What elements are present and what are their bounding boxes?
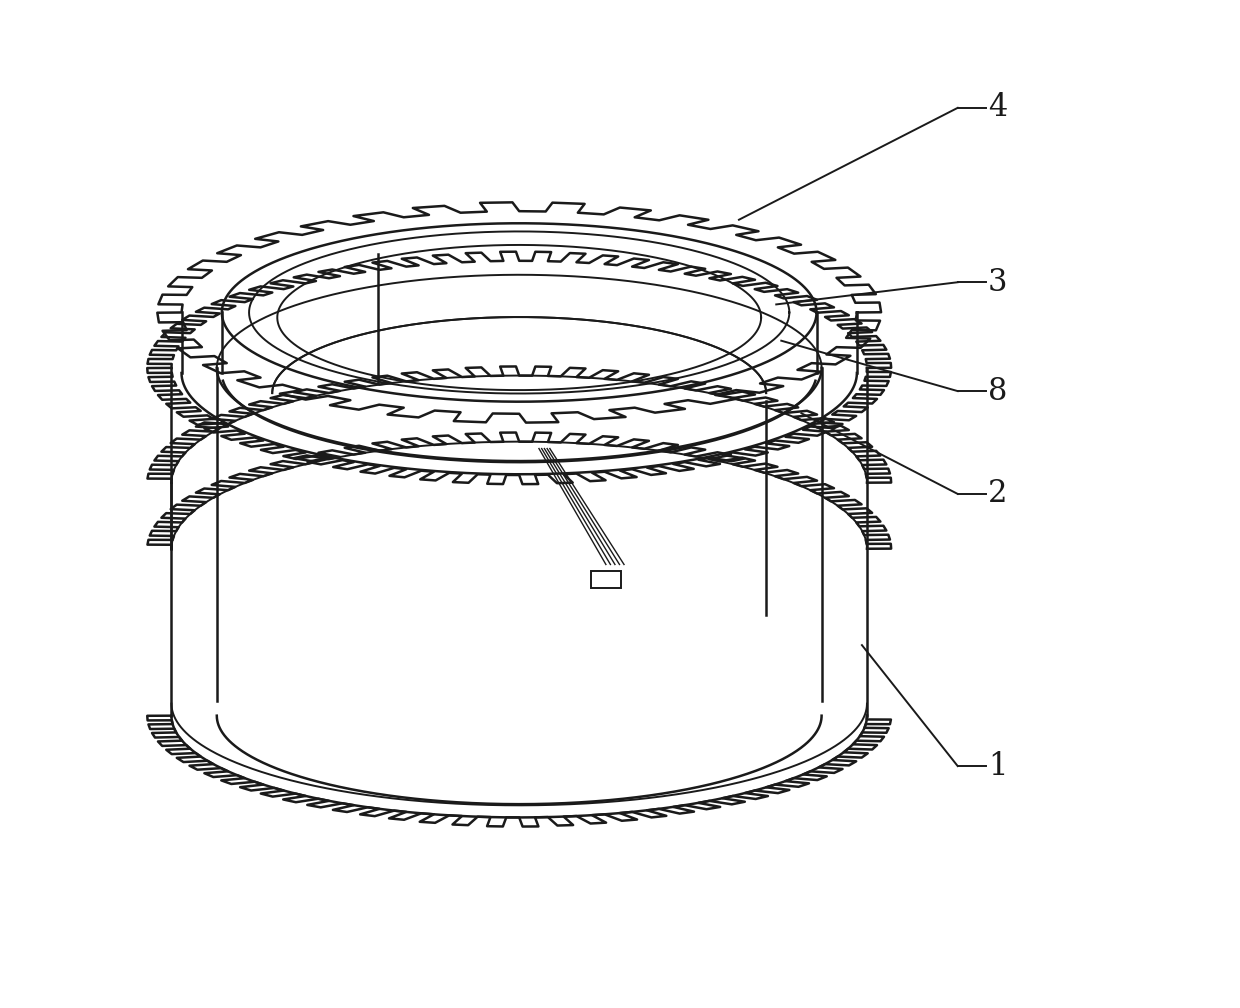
Text: 2: 2 bbox=[988, 479, 1007, 509]
FancyBboxPatch shape bbox=[590, 571, 621, 588]
Text: 4: 4 bbox=[988, 93, 1007, 123]
Text: 3: 3 bbox=[988, 267, 1007, 297]
Text: 1: 1 bbox=[988, 751, 1007, 781]
Text: 8: 8 bbox=[988, 376, 1007, 406]
